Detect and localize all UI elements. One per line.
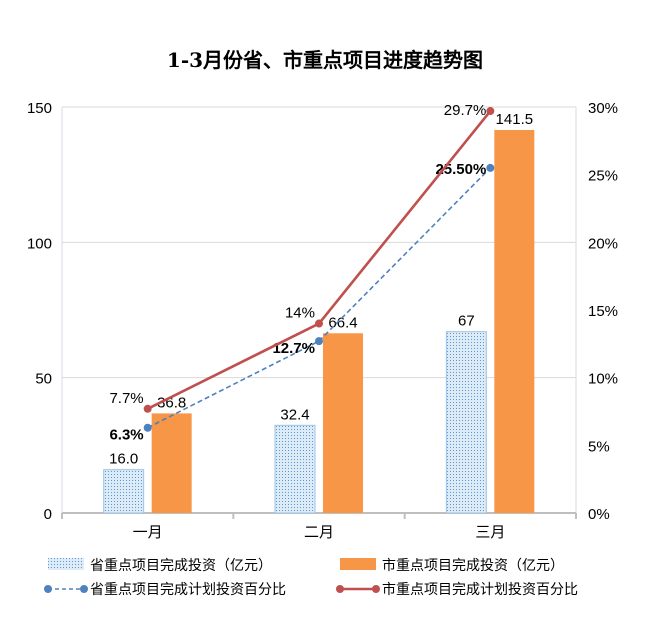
line-data-label: 7.7% [109, 390, 143, 407]
x-axis-category-label: 一月 [133, 524, 163, 541]
legend-label: 省重点项目完成投资（亿元） [90, 557, 272, 573]
bar-data-label: 66.4 [328, 314, 357, 331]
bar-provincial [103, 469, 145, 514]
line-marker [486, 163, 495, 172]
legend-label: 省重点项目完成计划投资百分比 [90, 581, 286, 597]
line-data-label: 14% [285, 305, 315, 322]
line-marker [143, 423, 152, 432]
bar-provincial [445, 331, 487, 514]
bar-data-label: 16.0 [109, 451, 138, 468]
legend-marker [80, 585, 88, 593]
left-axis-tick-label: 150 [27, 100, 52, 117]
bar-city [323, 333, 363, 513]
bar-provincial [274, 424, 316, 514]
line-marker [143, 404, 152, 413]
line-provincial-percent [147, 167, 491, 429]
bar-data-label: 67 [458, 313, 475, 330]
bar-data-label: 32.4 [280, 406, 309, 423]
right-axis-tick-label: 20% [588, 235, 618, 252]
right-axis-tick-label: 15% [588, 303, 618, 320]
left-axis-tick-label: 50 [35, 371, 52, 388]
bar-city [151, 413, 192, 513]
line-data-label: 6.3% [109, 427, 143, 444]
line-data-label: 12.7% [272, 340, 315, 357]
line-marker [315, 337, 323, 346]
right-axis-tick-label: 25% [588, 168, 618, 185]
right-axis-tick-label: 5% [588, 438, 610, 455]
legend-marker [372, 585, 380, 593]
legend-marker [44, 585, 52, 593]
left-axis-tick-label: 100 [27, 235, 52, 252]
left-axis-tick-label: 0 [44, 506, 52, 523]
right-axis-tick-label: 30% [588, 100, 618, 117]
bar-data-label: 141.5 [496, 111, 534, 128]
legend-label: 市重点项目完成计划投资百分比 [382, 581, 578, 597]
legend-marker [336, 585, 344, 593]
bar-city [494, 130, 535, 514]
line-marker [486, 107, 495, 116]
x-axis-category-label: 三月 [475, 524, 505, 541]
legend-swatch [340, 558, 376, 570]
right-axis-tick-label: 0% [588, 506, 610, 523]
line-data-label: 29.7% [444, 102, 487, 119]
legend-swatch [48, 558, 84, 570]
bar-data-label: 36.8 [157, 394, 186, 411]
x-axis-category-label: 二月 [304, 524, 334, 541]
right-axis-tick-label: 10% [588, 371, 618, 388]
line-marker [315, 319, 323, 328]
chart-title: 1-3月份省、市重点项目进度趋势图 [166, 48, 484, 72]
line-city-percent [147, 110, 492, 410]
legend-label: 市重点项目完成投资（亿元） [382, 557, 564, 573]
